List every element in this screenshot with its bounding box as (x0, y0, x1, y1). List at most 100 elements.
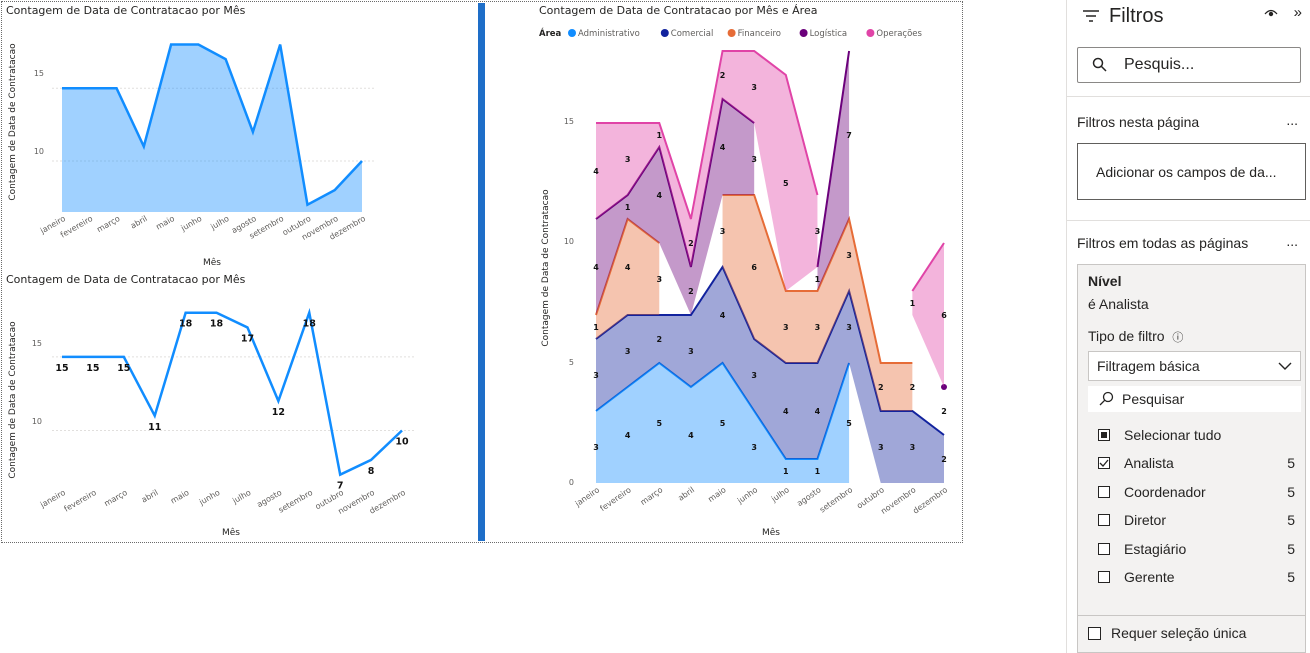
data-label: 1 (910, 299, 916, 308)
series-line-logística[interactable] (816, 50, 851, 268)
chart-title: Contagem de Data de Contratacao por Mês (6, 273, 246, 286)
x-axis-label: Mês (222, 527, 240, 538)
data-label: 18 (179, 319, 193, 330)
data-label: 18 (303, 319, 317, 330)
data-label: 4 (625, 431, 631, 440)
legend-item[interactable]: Financeiro (738, 29, 781, 39)
x-tick-label: setembro (818, 485, 854, 514)
report-page-frame (1, 1, 963, 543)
x-tick-label: março (639, 485, 665, 507)
data-label: 3 (846, 323, 852, 332)
divider (1067, 96, 1310, 97)
area-band-logística[interactable] (596, 99, 755, 315)
data-label: 18 (210, 319, 224, 330)
legend-item[interactable]: Operações (876, 29, 922, 39)
data-label: 1 (593, 323, 599, 332)
series-line-financeiro[interactable] (722, 194, 913, 364)
data-label: 2 (720, 71, 726, 80)
legend-item[interactable]: Logística (810, 29, 848, 39)
y-tick-15: 15 (32, 339, 42, 348)
legend-marker (660, 29, 669, 37)
area-band-operações[interactable] (596, 51, 818, 291)
filter-option-label: Gerente (1124, 569, 1175, 585)
series-line-administrativo[interactable] (595, 361, 851, 460)
data-point[interactable] (941, 384, 947, 390)
x-tick-label: maio (154, 214, 176, 232)
data-label: 3 (625, 155, 631, 164)
data-label: 2 (910, 383, 916, 392)
x-tick-label: dezembro (911, 485, 949, 515)
x-tick-label: janeiro (573, 485, 601, 509)
data-label: 3 (751, 371, 757, 380)
series-line-operações[interactable] (911, 242, 945, 292)
data-label: 3 (751, 155, 757, 164)
data-label: 1 (625, 203, 631, 212)
series-line[interactable] (62, 43, 363, 207)
collapse-pane-icon[interactable]: » (1293, 4, 1302, 21)
data-label: 15 (55, 363, 68, 374)
select-all-option[interactable]: Selecionar tudo (1088, 423, 1301, 447)
filter-values-search[interactable]: Pesquisar (1088, 386, 1301, 412)
info-icon[interactable]: ⓘ (1172, 332, 1184, 344)
x-tick-label: março (95, 214, 121, 234)
require-single-selection-checkbox[interactable] (1088, 626, 1101, 640)
unchecked-checkbox[interactable] (1098, 542, 1110, 555)
filter-type-dropdown[interactable]: Filtragem básica (1088, 351, 1301, 381)
data-label: 3 (720, 227, 726, 236)
more-options-page-filters[interactable]: ... (1286, 112, 1298, 128)
filter-option-estagiário[interactable]: Estagiário 5 (1088, 537, 1301, 561)
series-line-logística[interactable] (595, 97, 755, 268)
filter-option-coordenador[interactable]: Coordenador 5 (1088, 480, 1301, 504)
legend-marker (568, 29, 576, 37)
require-single-selection-label: Requer seleção única (1111, 625, 1247, 641)
eye-icon[interactable] (1264, 6, 1278, 20)
data-label: 3 (593, 443, 599, 452)
x-tick-label: julho (230, 488, 252, 506)
series-line-comercial[interactable] (595, 264, 945, 436)
x-tick-label: junho (735, 485, 759, 506)
legend[interactable]: Administrativo Comercial Financeiro Logísti… (568, 29, 923, 39)
series-line-financeiro[interactable] (595, 217, 660, 316)
series-line[interactable] (62, 307, 403, 477)
area-band-operações[interactable] (912, 243, 944, 387)
area-fill (62, 44, 362, 213)
data-label: 12 (272, 407, 285, 418)
data-label: 2 (688, 239, 694, 248)
unchecked-checkbox[interactable] (1098, 571, 1110, 583)
y-tick-10: 10 (32, 417, 42, 426)
section-title-all-pages-filters: Filtros em todas as páginas (1077, 235, 1249, 251)
add-data-fields-dropzone[interactable]: Adicionar os campos de da... (1077, 143, 1306, 200)
area-band-financeiro[interactable] (596, 219, 660, 339)
stacked-area-chart-by-month-and-area[interactable]: Contagem de Data de Contratacao por Mês … (486, 2, 962, 540)
filter-card-nivel[interactable]: Nível é Analista Tipo de filtro ⓘ Filtra… (1077, 264, 1306, 653)
filter-option-diretor[interactable]: Diretor 5 (1088, 508, 1301, 532)
filters-search-box[interactable] (1077, 47, 1301, 83)
line-chart-by-month[interactable]: Contagem de Data de Contratacao por Mês … (2, 270, 478, 540)
area-band-administrativo[interactable] (596, 363, 850, 483)
data-label: 4 (720, 311, 726, 320)
x-tick-label: fevereiro (598, 485, 632, 513)
unchecked-checkbox[interactable] (1098, 514, 1110, 526)
series-line-operações[interactable] (596, 50, 819, 220)
filter-option-analista[interactable]: Analista 5 (1088, 451, 1301, 475)
y-tick-10: 10 (34, 147, 44, 156)
y-axis-label: Contagem de Data de Contratacao (8, 321, 18, 479)
filters-pane: Filtros » Filtros nesta página ... Adici… (1066, 0, 1310, 653)
legend-marker (799, 29, 808, 37)
area-band-financeiro[interactable] (722, 195, 913, 411)
filter-option-count: 5 (1287, 455, 1295, 471)
x-tick-label: abril (129, 214, 149, 231)
y-axis-label: Contagem de Data de Contratacao (8, 43, 18, 201)
more-options-all-pages-filters[interactable]: ... (1286, 233, 1298, 249)
legend-item[interactable]: Comercial (671, 29, 714, 39)
area-chart-by-month[interactable]: Contagem de Data de Contratacao por Mês … (2, 2, 478, 270)
filters-pane-header: Filtros (1083, 4, 1163, 28)
legend-item[interactable]: Administrativo (578, 29, 640, 39)
filter-option-gerente[interactable]: Gerente 5 (1088, 565, 1301, 589)
data-label: 6 (751, 263, 757, 272)
checked-checkbox[interactable] (1098, 457, 1110, 469)
require-single-selection-option[interactable]: Requer seleção única (1088, 621, 1301, 645)
filters-search-input[interactable] (1124, 56, 1284, 74)
select-all-checkbox[interactable] (1098, 429, 1110, 441)
unchecked-checkbox[interactable] (1098, 485, 1110, 498)
